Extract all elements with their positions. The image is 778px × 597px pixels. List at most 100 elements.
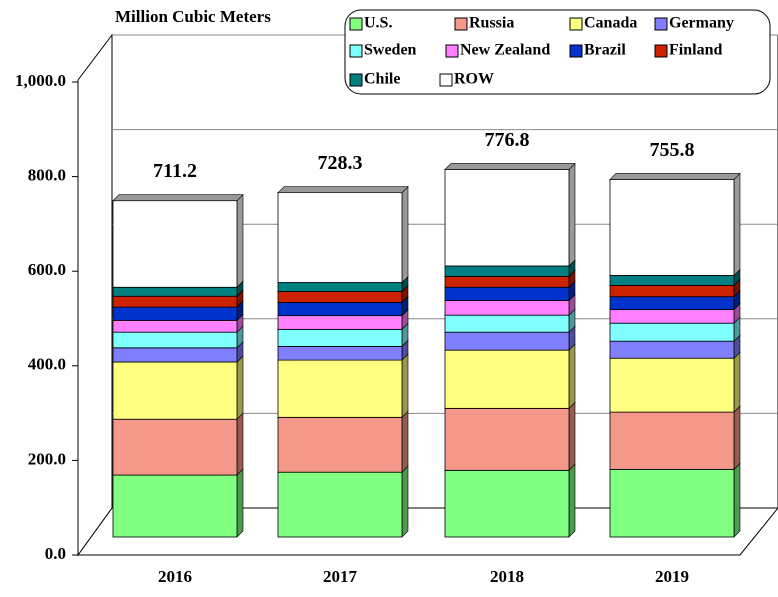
y-tick-label: 800.0 (28, 166, 66, 185)
bar-segment (609, 322, 735, 342)
legend-swatch (569, 17, 583, 31)
bar-segment (609, 275, 735, 286)
legend: U.S. Russia Canada Germany Sweden New Zealand… (349, 15, 734, 88)
chart-title: Million Cubic Meters (115, 7, 271, 26)
bar-segment (112, 286, 238, 297)
legend-label: Finland (669, 42, 722, 59)
legend-label: ROW (454, 71, 494, 88)
bar-side-shade (237, 326, 243, 348)
bar-side-shade (237, 355, 243, 420)
bar-side-shade (237, 194, 243, 288)
bar-segment (444, 331, 570, 351)
bar-side-shade (569, 344, 575, 409)
legend-box (344, 9, 771, 95)
bar-side-shade (734, 406, 740, 470)
bar-side-shade (734, 173, 740, 276)
bar-side-shade (237, 469, 243, 537)
legend-swatch (349, 73, 363, 87)
bar-side-shade (569, 464, 575, 537)
legend-swatch (445, 44, 459, 58)
bar-side-shade (402, 186, 408, 283)
legend-label: U.S. (364, 15, 392, 32)
bar-segment (112, 319, 238, 333)
y-tick-label: 1,000.0 (15, 71, 66, 90)
bar-segment (444, 169, 570, 267)
bar-side-shade (402, 340, 408, 361)
bar-side-shade (569, 402, 575, 471)
bar-segment (609, 309, 735, 324)
bar-segment (277, 192, 403, 283)
bar-segment (444, 265, 570, 277)
y-tick-label: 600.0 (28, 260, 66, 279)
legend-label: Germany (669, 15, 734, 32)
bar-side-shade (734, 279, 740, 297)
bar-side-shade (237, 281, 243, 297)
legend-swatch (439, 73, 453, 87)
bar-side-shade (237, 314, 243, 333)
legend-label: Chile (364, 71, 400, 88)
bar-side-shade (569, 326, 575, 351)
bar-segment (277, 315, 403, 330)
bar-side-shade (734, 352, 740, 413)
bar-side-shade (569, 259, 575, 277)
legend-swatch (454, 17, 468, 31)
x-tick-label: 2018 (490, 567, 524, 586)
bar-segment (609, 340, 735, 359)
bar-side-shade (402, 285, 408, 303)
bar-side-shade (734, 463, 740, 537)
bar-side-shade (402, 276, 408, 292)
bar-segment (112, 306, 238, 321)
y-tick-label: 0.0 (45, 544, 66, 563)
bar-segment (112, 361, 238, 420)
total-label: 776.8 (485, 129, 530, 151)
bar-segment (277, 471, 403, 538)
legend-swatch (654, 17, 668, 31)
bar-segment (277, 291, 403, 303)
legend-label: Sweden (364, 42, 417, 59)
bar-side-shade (237, 413, 243, 476)
bar-segment (112, 200, 238, 288)
bar-segment (277, 301, 403, 317)
bar-segment (609, 357, 735, 413)
bar-side-shade (402, 309, 408, 330)
bar-side-shade (569, 294, 575, 316)
bar-segment (444, 314, 570, 333)
bar-segment (277, 282, 403, 292)
bar-side-shade (402, 323, 408, 347)
side-wall (77, 33, 113, 557)
bar-side-shade (734, 317, 740, 342)
legend-swatch (654, 44, 668, 58)
bar-side-shade (237, 341, 243, 362)
x-tick-label: 2019 (655, 567, 689, 586)
bar-segment (609, 411, 735, 470)
x-tick-label: 2016 (158, 567, 192, 586)
legend-label: Russia (469, 15, 514, 32)
bar-side-shade (734, 269, 740, 286)
bar-segment (277, 416, 403, 473)
bar-side-shade (734, 335, 740, 359)
legend-swatch (349, 44, 363, 58)
bar-side-shade (569, 163, 575, 266)
bar-side-shade (402, 466, 408, 537)
y-tick-label: 200.0 (28, 449, 66, 468)
total-label: 728.3 (318, 152, 363, 174)
bar-segment (112, 331, 238, 349)
bar-top (444, 163, 576, 170)
bar-segment (277, 345, 403, 361)
bar-segment (609, 284, 735, 298)
bar-segment (277, 359, 403, 418)
bar-side-shade (402, 411, 408, 473)
bar-side-shade (734, 303, 740, 324)
legend-label: Canada (584, 15, 637, 32)
bar-segment (444, 286, 570, 301)
legend-label: New Zealand (460, 42, 550, 59)
bar-side-shade (569, 309, 575, 333)
bar-side-shade (569, 270, 575, 288)
bar-top (112, 194, 244, 201)
bar-segment (112, 295, 238, 308)
bar-segment (609, 179, 735, 276)
bars: 2016 711.2 2017 728.3 2018 776.8 2019 755.8 (112, 129, 741, 586)
bar-segment (444, 275, 570, 288)
bar-segment (444, 349, 570, 409)
total-label: 755.8 (650, 139, 695, 161)
